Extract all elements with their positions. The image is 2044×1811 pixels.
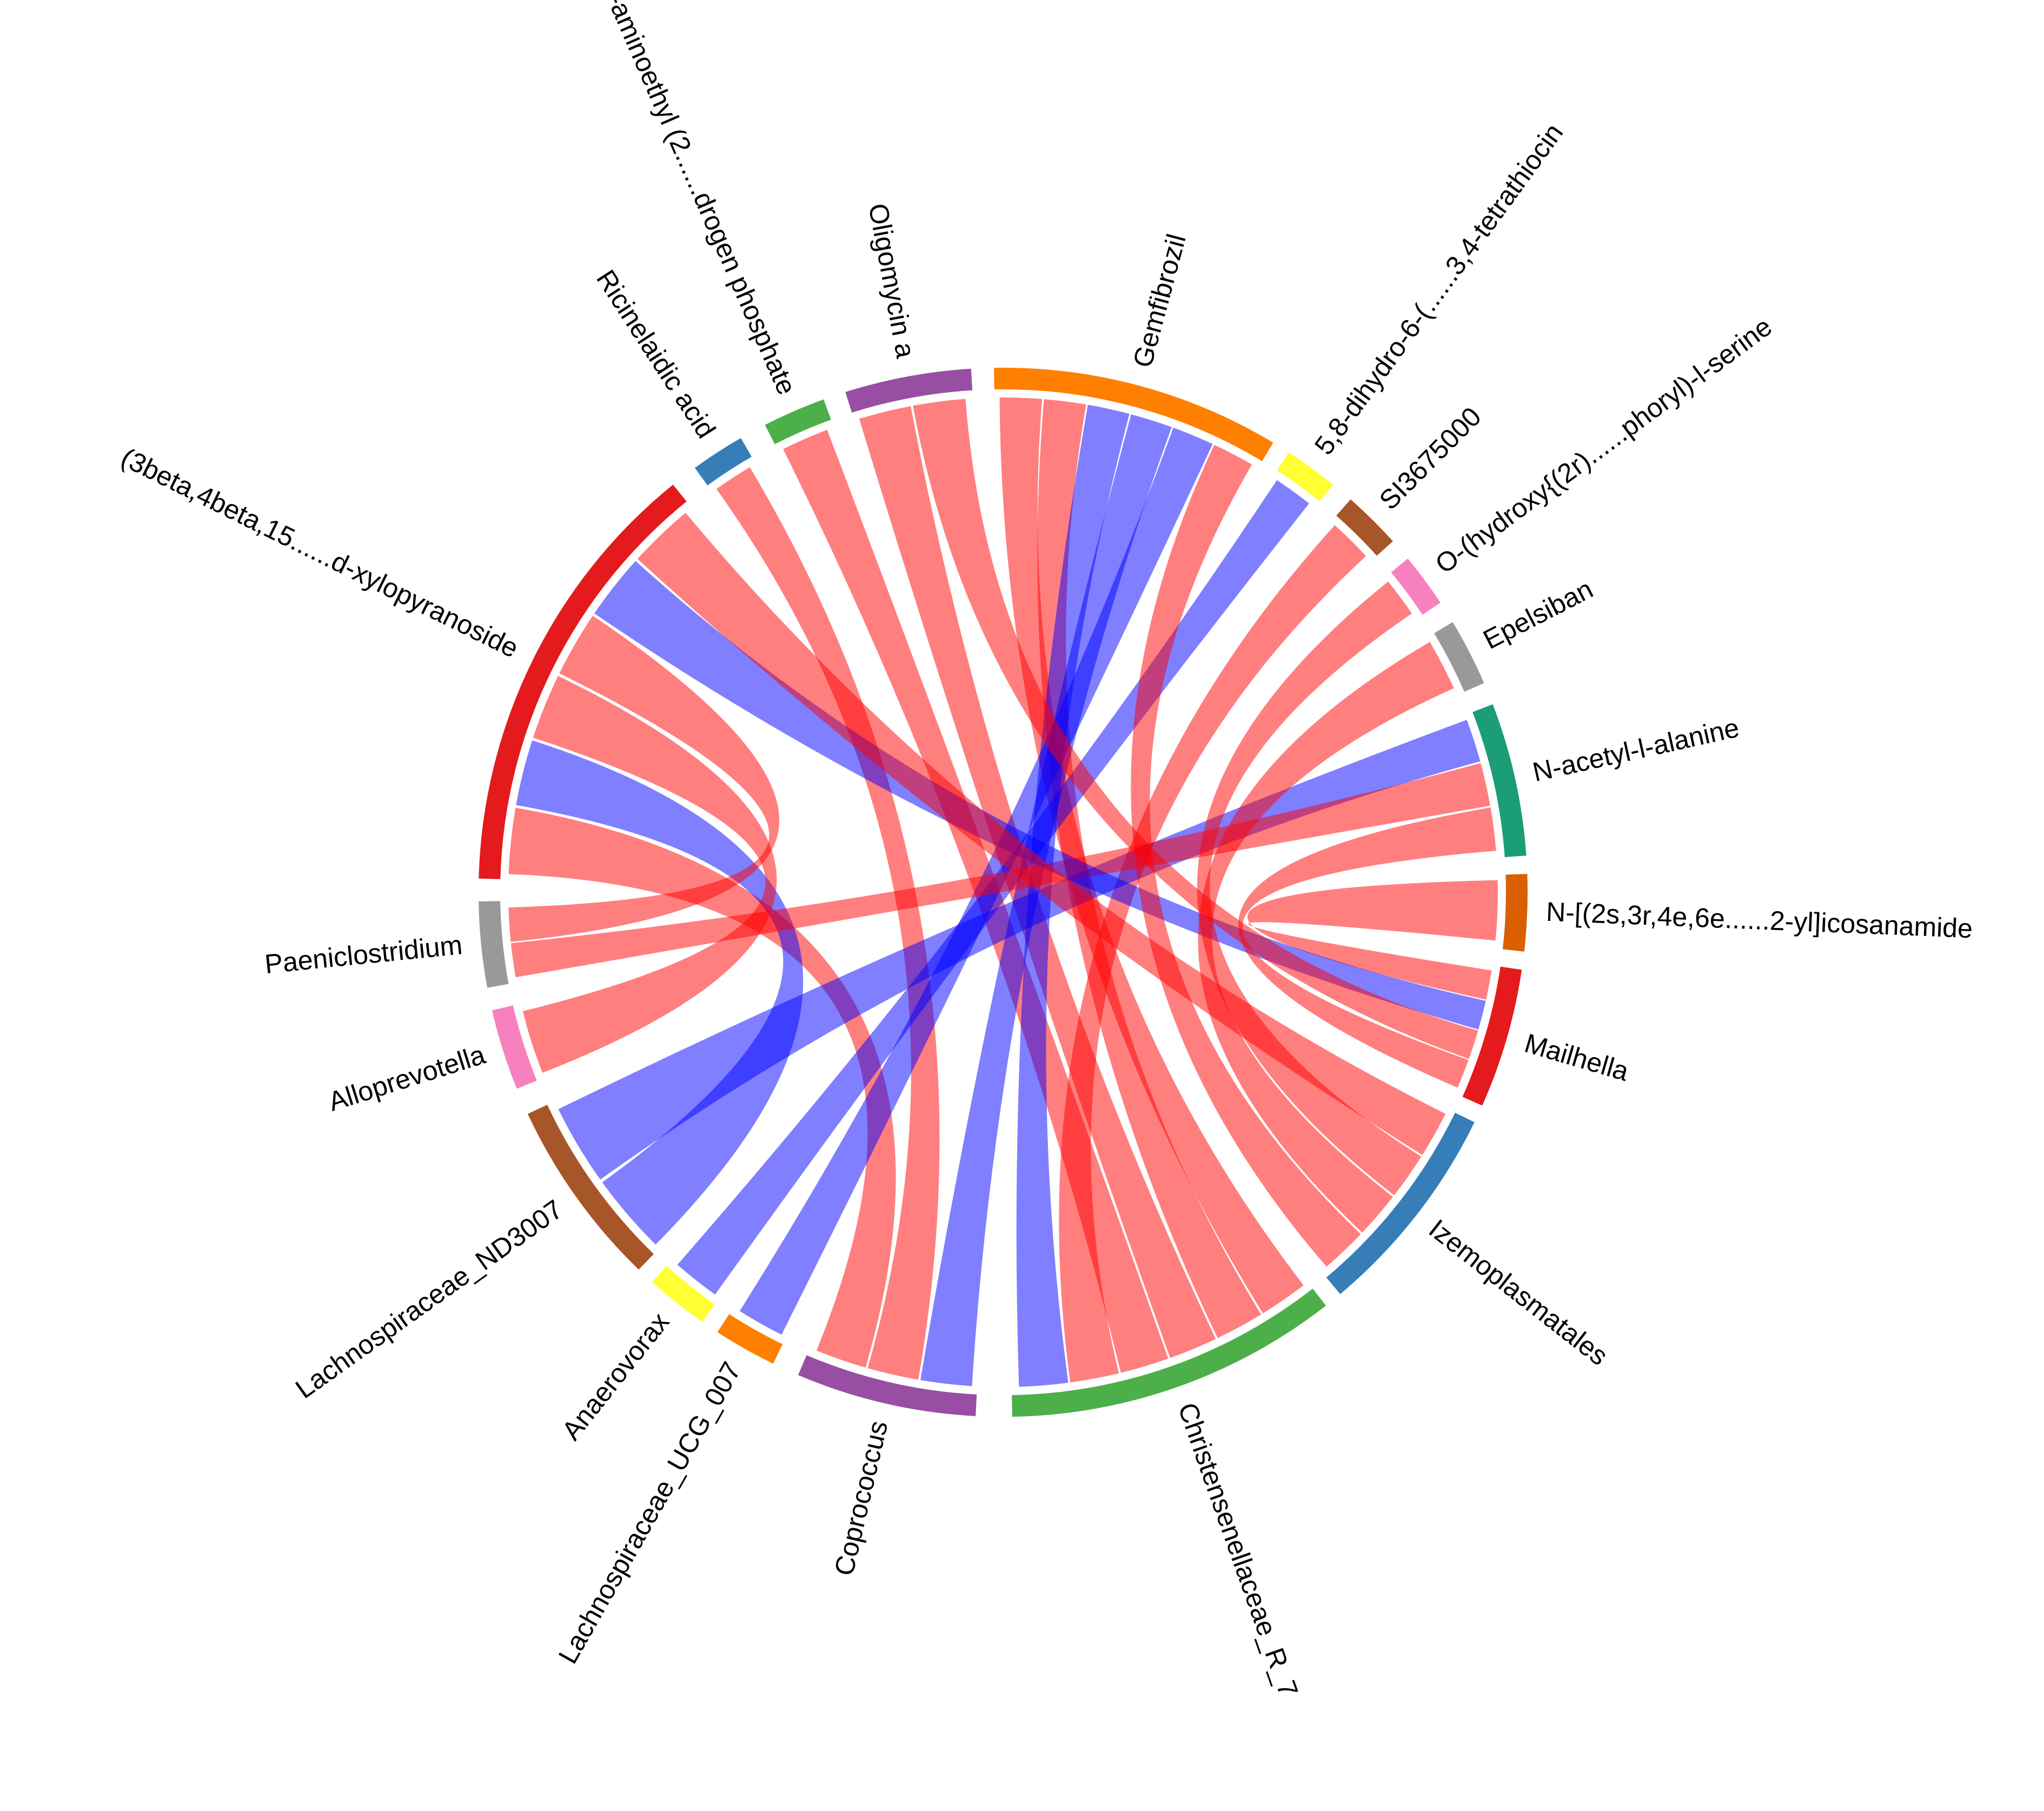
link-ribbon-positive [716,467,940,1380]
sector-arc [798,1355,977,1416]
sector-arc [1434,622,1484,692]
sector-arc [1326,1112,1475,1295]
link-ribbon-positive [508,615,780,942]
sector-label: 2-aminoethyl (2......drogen phosphate [595,0,802,399]
sector-arc [1012,1288,1326,1417]
sector-label: N-acetyl-l-alanine [1530,712,1742,787]
links-layer [508,397,1498,1387]
sector-arc [652,1266,715,1322]
sector-label: Christensenellaceae_R_7 [1172,1399,1304,1701]
link-ribbon-positive [913,399,1478,1059]
sector-label: Paeniclostridium [263,930,464,979]
sector-arc [1503,874,1528,952]
sector-arc [527,1105,654,1270]
sector-label: (3beta,4beta,15......d-xylopyranoside [116,442,523,664]
sector-arc [694,438,752,486]
sector-arc [479,485,687,879]
link-ribbon-negative [1016,404,1130,1387]
sector-label: Alloprevotella [325,1039,489,1117]
link-ribbon-positive [1238,807,1496,1088]
sector-label: Lachnospiraceae_ND3007 [290,1194,568,1404]
sector-arc [1472,704,1527,858]
sector-arc [1462,966,1522,1106]
link-ribbon-positive [999,397,1304,1314]
sector-label: Gemfibrozil [1127,231,1192,371]
link-ribbon-positive [1247,880,1498,1000]
sector-label: SI3675000 [1373,401,1487,515]
sector-arc [994,367,1273,461]
sector-label: 5,8-dihydro-6-(......3,4-tetrathiocin [1309,118,1569,460]
sector-arc [717,1314,783,1364]
link-ribbon-negative [920,414,1172,1387]
sectors-layer [479,367,1528,1417]
link-ribbon-positive [510,763,1490,978]
sector-label: N-[(2s,3r,4e,6e......2-yl]icosanamide [1545,897,1973,944]
link-ribbon-negative [516,740,804,1245]
sector-label: Izemoplasmatales [1423,1213,1614,1371]
sector-arc [479,901,509,988]
sector-label: Coprococcus [828,1418,893,1578]
link-ribbon-positive [1131,445,1361,1267]
sector-arc [845,368,973,413]
sector-arc [492,1005,537,1089]
link-ribbon-negative [739,427,1213,1335]
link-ribbon-positive [1197,581,1422,1196]
sector-label: O-(hydroxy{(2r)......phoryl)-l-serine [1430,311,1777,579]
link-ribbon-positive [1059,525,1366,1383]
sector-label: Oligomycin a [862,201,921,361]
link-ribbon-positive [522,675,777,1073]
sector-arc [1336,499,1393,556]
sector-label: Anaerovorax [556,1307,675,1446]
link-ribbon-positive [1198,642,1454,1233]
link-ribbon-positive [859,406,1216,1358]
sector-label: Ricinelaidic acid [590,264,721,443]
sector-label: Mailhella [1521,1028,1632,1087]
sector-arc [1277,452,1333,502]
sector-arc [1391,559,1441,615]
link-ribbon-positive [637,513,1446,1155]
sector-arc [765,399,831,445]
sector-label: Epelsiban [1478,574,1598,655]
link-ribbon-negative [594,561,1486,1030]
